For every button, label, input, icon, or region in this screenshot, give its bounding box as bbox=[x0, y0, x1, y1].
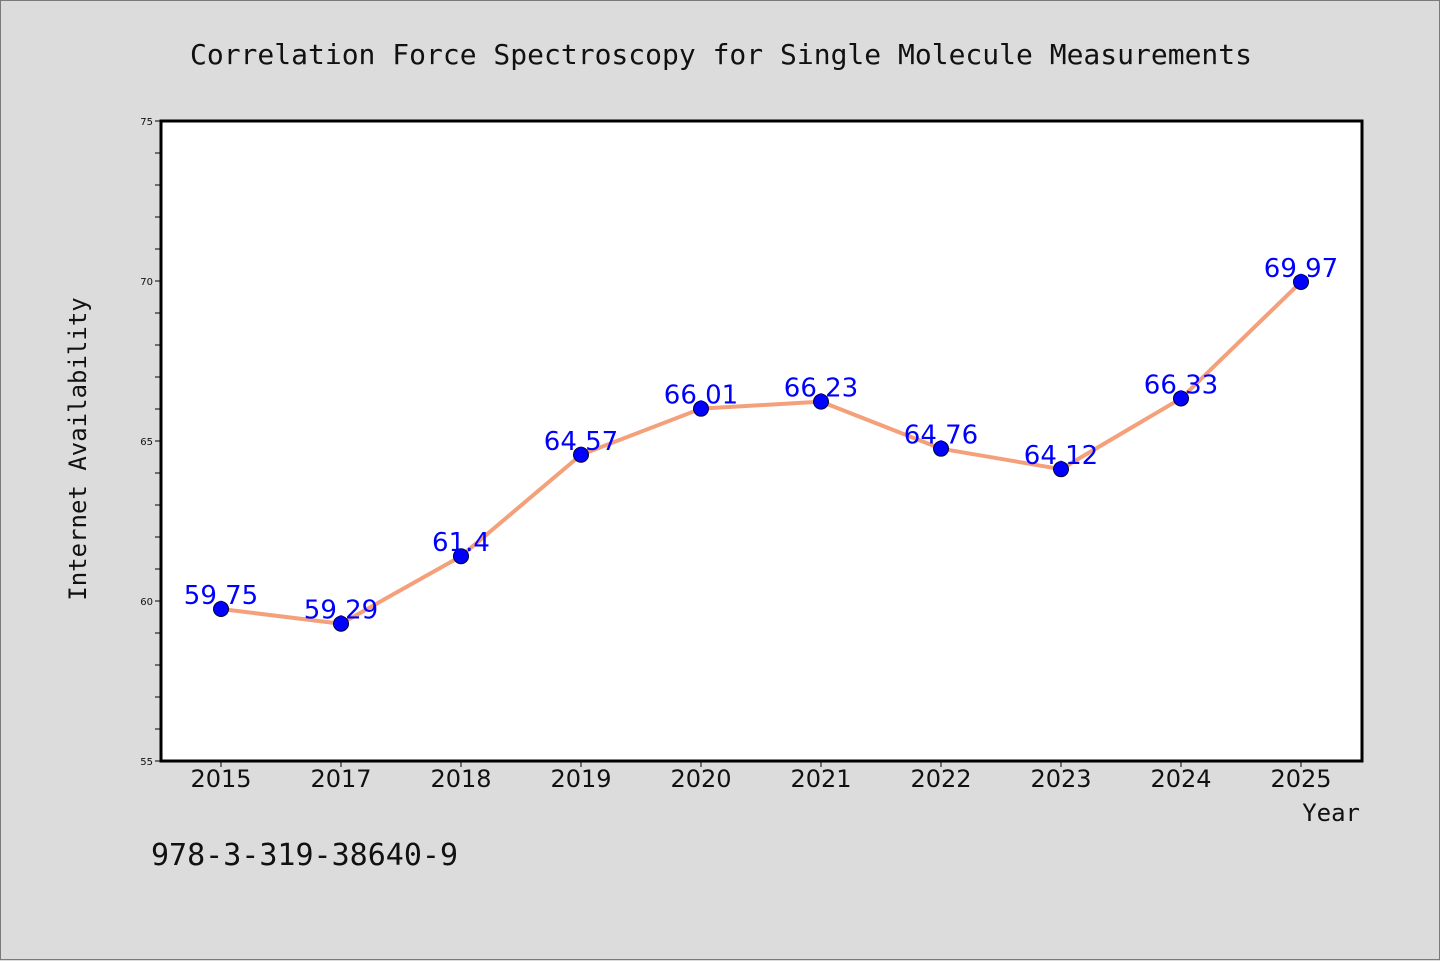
footer-isbn: 978-3-319-38640-9 bbox=[151, 838, 458, 873]
data-label: 66.23 bbox=[784, 374, 858, 404]
x-tick-label: 2018 bbox=[430, 765, 491, 793]
data-label: 66.01 bbox=[664, 381, 738, 411]
data-label: 64.76 bbox=[904, 421, 978, 451]
x-tick-label: 2025 bbox=[1270, 765, 1331, 793]
data-point bbox=[333, 615, 349, 632]
x-tick-label: 2020 bbox=[670, 765, 731, 793]
data-label: 59.29 bbox=[304, 596, 378, 626]
x-tick-label: 2015 bbox=[190, 765, 251, 793]
x-axis: 2015 2017 2018 2019 2020 2021 2022 2023 2024 2025 bbox=[190, 761, 1332, 793]
data-point bbox=[933, 440, 949, 457]
series-line bbox=[219, 279, 1303, 626]
plot-area bbox=[159, 119, 1364, 763]
y-tick-label: 70 bbox=[140, 277, 153, 288]
x-tick-label: 2024 bbox=[1150, 765, 1211, 793]
data-label: 64.57 bbox=[544, 427, 618, 457]
data-label: 66.33 bbox=[1144, 370, 1218, 400]
data-point bbox=[453, 548, 469, 565]
x-tick-label: 2021 bbox=[790, 765, 851, 793]
y-tick-label: 65 bbox=[140, 437, 153, 448]
data-point bbox=[1053, 461, 1069, 478]
data-point bbox=[1293, 273, 1309, 290]
x-tick-label: 2023 bbox=[1030, 765, 1091, 793]
data-label: 59.75 bbox=[184, 581, 258, 611]
series-layer: 59.75 59.29 61.4 64.57 66.01 66.23 64.76 64.12 6… bbox=[184, 254, 1338, 632]
data-label: 61.4 bbox=[432, 528, 490, 558]
data-point bbox=[693, 400, 709, 417]
data-point bbox=[213, 601, 229, 617]
x-tick-label: 2022 bbox=[910, 765, 971, 793]
data-label: 69.97 bbox=[1264, 254, 1338, 284]
y-tick-label: 75 bbox=[140, 117, 153, 128]
data-point bbox=[573, 446, 589, 463]
chart-title: Correlation Force Spectroscopy for Singl… bbox=[190, 38, 1252, 71]
y-tick-label: 55 bbox=[140, 757, 153, 768]
data-label: 64.12 bbox=[1024, 441, 1098, 471]
y-axis-label: Internet Availability bbox=[64, 297, 92, 600]
y-axis: 55 60 65 70 75 bbox=[140, 117, 161, 768]
data-point bbox=[813, 393, 829, 410]
x-tick-label: 2019 bbox=[550, 765, 611, 793]
x-axis-label: Year bbox=[1302, 799, 1360, 827]
x-tick-label: 2017 bbox=[310, 765, 371, 793]
data-point bbox=[1173, 390, 1189, 407]
y-tick-label: 60 bbox=[140, 597, 153, 608]
